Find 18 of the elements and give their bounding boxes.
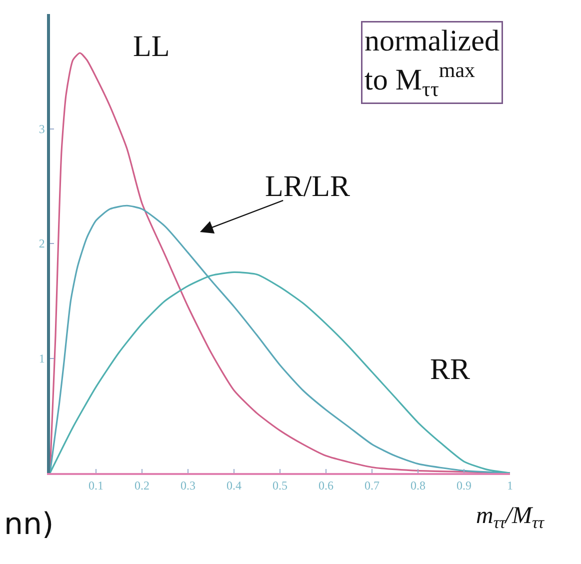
- x-tick-label: 0.8: [410, 478, 426, 492]
- x-tick-label: 0.7: [364, 478, 380, 492]
- x-axis-title: m$_{ττ}$/M$_{ττ}$: [476, 503, 546, 532]
- text: nn): [4, 507, 54, 542]
- text: LR/LR: [265, 170, 350, 203]
- y-tick-label: 3: [38, 122, 45, 136]
- x-tick-label: 0.9: [456, 478, 472, 492]
- x-tick-label: 0.5: [272, 478, 288, 492]
- x-tick-label: 0.6: [318, 478, 334, 492]
- x-tick-label: 0.4: [226, 478, 242, 492]
- x-tick-label: 0.1: [88, 478, 104, 492]
- x-tick-label: 0.2: [134, 478, 150, 492]
- x-tick-label: 1: [507, 478, 513, 492]
- y-tick-label: 2: [38, 236, 45, 251]
- x-tick-label: 0.3: [180, 478, 196, 492]
- y-tick-label: 1: [38, 351, 45, 366]
- series-label: LL: [133, 30, 170, 63]
- series-label: RR: [430, 353, 470, 386]
